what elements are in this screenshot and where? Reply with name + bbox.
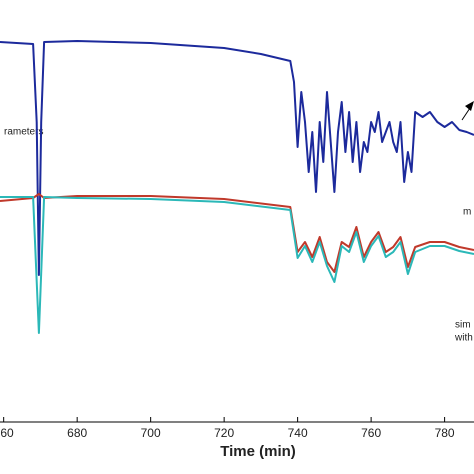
annotation: sim	[455, 320, 471, 331]
x-tick-label: 740	[288, 426, 308, 440]
annotation: with	[454, 333, 473, 344]
x-tick-label: 720	[214, 426, 234, 440]
x-tick-label: 760	[361, 426, 381, 440]
x-tick-label: 780	[435, 426, 455, 440]
x-axis-label: Time (min)	[220, 443, 296, 460]
annotation: m	[463, 207, 471, 218]
x-tick-label: 700	[141, 426, 161, 440]
x-tick-label: 680	[67, 426, 87, 440]
x-tick-label: 660	[0, 426, 14, 440]
annotation: rameters	[4, 127, 43, 138]
series-line	[0, 196, 474, 334]
arrow	[461, 101, 474, 121]
series-line	[0, 40, 474, 276]
series-line	[0, 193, 474, 273]
